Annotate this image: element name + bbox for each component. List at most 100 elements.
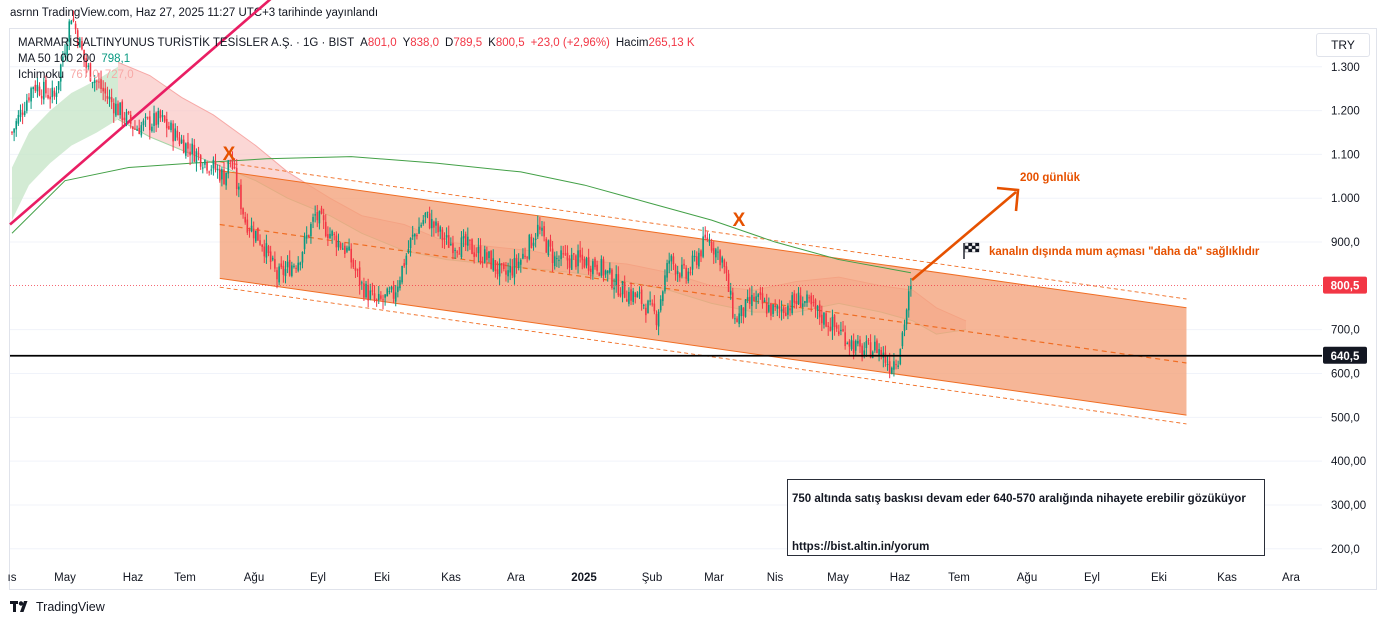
candle-body: [520, 259, 522, 265]
x-axis: ıs May Haz Tem Ağu Eyl Eki Kas Ara 2025 Şub Mar Nis M…: [8, 572, 1301, 584]
flag-cell: [968, 245, 973, 250]
candle-body: [163, 115, 166, 122]
x-tick-label: Ağu: [1017, 572, 1037, 584]
candle-body: [708, 239, 711, 243]
candle-body: [210, 169, 213, 171]
candle-body: [23, 111, 26, 116]
candle-body: [621, 280, 624, 295]
x-tick-label: Nis: [767, 572, 784, 584]
note-link[interactable]: https://bist.altin.in/yorum: [792, 541, 930, 553]
note-line-1: 750 altında satış baskısı devam eder 640…: [792, 493, 1246, 505]
candle-body: [863, 350, 866, 355]
candle-body: [606, 270, 609, 274]
candle-body: [445, 235, 448, 238]
candle-body: [676, 271, 679, 275]
candle-body: [242, 208, 244, 215]
candle-body: [821, 314, 823, 324]
candle-body: [649, 300, 651, 302]
candles: [11, 10, 912, 379]
candle-body: [787, 305, 789, 315]
candle-body: [768, 304, 770, 312]
tradingview-logo[interactable]: TradingView: [10, 600, 105, 614]
candle-body: [683, 263, 685, 266]
candle-body: [426, 211, 429, 213]
candle-body: [854, 340, 857, 351]
flag-cell: [971, 245, 976, 250]
candle-body: [420, 224, 422, 227]
candle-body: [602, 259, 605, 276]
candle-body: [729, 290, 732, 295]
candle-body: [526, 257, 528, 259]
candle-body: [642, 304, 645, 306]
candle-body: [87, 65, 90, 67]
candle-body: [89, 63, 92, 82]
candle-body: [356, 269, 359, 271]
candle-body: [702, 236, 704, 257]
ohlc-high: Y838,0: [403, 35, 439, 51]
candle-body: [532, 242, 535, 246]
candle-body: [666, 263, 668, 278]
candle-body: [403, 263, 405, 267]
open-label: A: [360, 37, 368, 49]
candle-body: [657, 311, 660, 327]
ichimoku-label[interactable]: Ichimoku: [18, 69, 65, 81]
currency-button[interactable]: TRY: [1316, 33, 1370, 57]
candle-body: [719, 250, 721, 266]
candle-body: [816, 305, 819, 311]
candle-body: [375, 299, 378, 301]
candle-body: [299, 262, 302, 265]
chart-frame[interactable]: [9, 28, 1377, 590]
candle-body: [844, 332, 846, 347]
candle-body: [827, 325, 829, 327]
candle-body: [416, 235, 418, 237]
candle-body: [668, 260, 670, 264]
candle-body: [278, 266, 280, 283]
regression-channel: [219, 161, 1187, 425]
price-levels: [10, 285, 1322, 357]
ichimoku-value-1: 767,0: [70, 69, 99, 81]
candle-body: [55, 92, 58, 98]
candle-body: [352, 259, 355, 268]
candle-body: [64, 52, 66, 55]
candle-body: [579, 249, 581, 258]
candle-body: [651, 303, 654, 305]
candle-body: [229, 159, 232, 161]
candle-body: [721, 257, 723, 263]
candle-body: [134, 128, 136, 130]
candle-body: [422, 219, 425, 224]
candle-body: [460, 237, 463, 258]
candle-body: [140, 125, 143, 136]
candle-body: [136, 129, 138, 131]
ma-label[interactable]: MA 50 100 200: [18, 53, 96, 65]
candle-body: [255, 230, 257, 242]
candle-body: [401, 265, 403, 283]
candle-body: [859, 339, 861, 347]
flag-cell: [964, 245, 969, 250]
candle-body: [543, 226, 545, 237]
candle-body: [146, 117, 149, 119]
candle-body: [221, 169, 223, 180]
candle-body: [473, 252, 475, 257]
candle-body: [329, 233, 331, 239]
candle-body: [806, 294, 808, 303]
candle-body: [377, 293, 380, 300]
candle-body: [32, 87, 34, 90]
candle-body: [623, 283, 626, 298]
candle-body: [314, 214, 316, 216]
candle-body: [331, 230, 333, 236]
candle-body: [878, 349, 880, 356]
candle-body: [831, 316, 834, 331]
candle-body: [276, 270, 278, 280]
candle-body: [13, 128, 15, 133]
candle-body: [717, 251, 719, 253]
candle-body: [861, 345, 863, 358]
volume-label: Hacim: [615, 37, 649, 49]
note-box[interactable]: 750 altında satış baskısı devam eder 640…: [787, 479, 1265, 556]
candle-body: [674, 265, 677, 275]
y-tick-label: 600,0: [1331, 369, 1360, 381]
candle-body: [596, 264, 598, 271]
x-tick-label: ıs: [8, 572, 17, 584]
candle-body: [566, 252, 569, 261]
candle-body: [517, 261, 520, 269]
